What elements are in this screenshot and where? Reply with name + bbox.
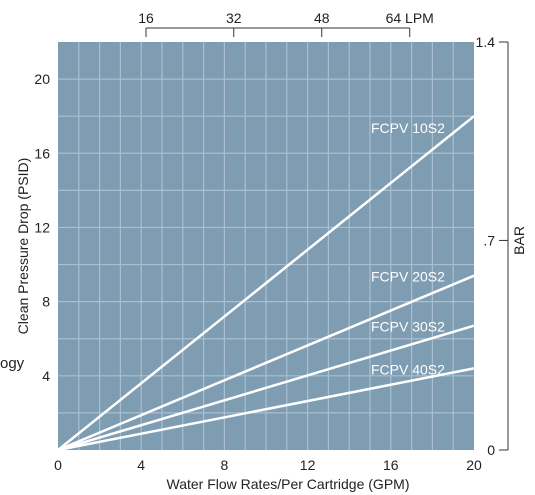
series-line	[57, 115, 475, 451]
y-tick-label: 20	[34, 71, 50, 87]
series-line	[57, 274, 475, 452]
x-axis-title: Water Flow Rates/Per Cartridge (GPM)	[167, 476, 410, 492]
y-tick-label: 16	[34, 145, 50, 161]
series-label: FCPV 20S2	[371, 269, 445, 285]
x-tick-label: 4	[137, 457, 145, 473]
x-tick-label: 0	[54, 457, 62, 473]
x-tick-label: 16	[383, 457, 399, 473]
top-axis-tick-label: 32	[226, 10, 242, 26]
series-label: FCPV 40S2	[371, 361, 445, 377]
y-tick-label: 12	[34, 219, 50, 235]
top-axis-tick-label: 64 LPM	[386, 10, 434, 26]
top-axis-tick-label: 16	[138, 10, 154, 26]
series-label: FCPV 10S2	[371, 120, 445, 136]
right-axis-tick-label: 1.4	[476, 34, 496, 50]
x-tick-label: 12	[300, 457, 316, 473]
series-line	[57, 324, 475, 452]
y-tick-label: 4	[42, 368, 50, 384]
cropped-text-fragment: ogy	[0, 355, 25, 372]
y-axis-title: Clean Pressure Drop (PSID)	[15, 158, 31, 335]
top-axis-tick-label: 48	[314, 10, 330, 26]
right-axis-tick-label: .7	[483, 232, 495, 248]
right-axis-tick-label: 0	[487, 442, 495, 458]
series-line	[57, 367, 475, 452]
x-tick-label: 8	[221, 457, 229, 473]
x-tick-label: 20	[466, 457, 482, 473]
right-axis-title: BAR	[511, 226, 527, 255]
series-label: FCPV 30S2	[371, 319, 445, 335]
y-tick-label: 8	[42, 294, 50, 310]
